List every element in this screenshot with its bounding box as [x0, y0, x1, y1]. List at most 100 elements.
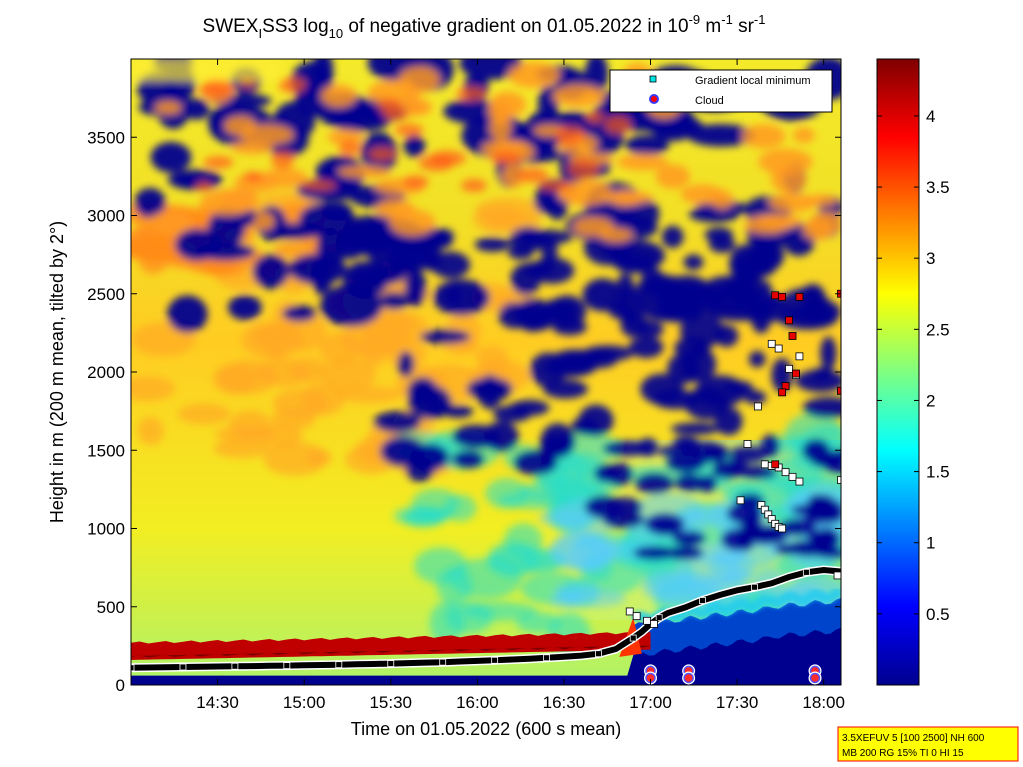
red-minimum-marker: [788, 332, 797, 340]
dark-patch: [714, 407, 743, 436]
warm-patch: [792, 127, 815, 144]
warm-patch: [655, 164, 690, 189]
dark-patch: [683, 254, 704, 271]
colorbar-tick-label: 1.5: [926, 463, 950, 482]
hot-patch: [368, 147, 396, 161]
warm-patch: [260, 168, 308, 189]
dark-patch: [167, 295, 208, 333]
upper-minimum-marker: [736, 496, 745, 505]
hot-patch: [402, 175, 429, 189]
warm-patch: [507, 61, 561, 88]
legend-box: [609, 69, 833, 113]
dark-patch: [743, 390, 767, 405]
dark-patch: [812, 367, 833, 381]
warm-patch: [263, 441, 327, 476]
upper-minimum-marker: [778, 524, 787, 533]
dark-patch: [548, 295, 587, 328]
heatmap-field: [131, 59, 841, 685]
y-tick-label: 3000: [87, 207, 125, 226]
warm-patch: [616, 154, 669, 171]
hot-patch: [567, 158, 600, 179]
cyan-patch: [549, 591, 583, 609]
warm-patch: [488, 98, 513, 124]
info-box: 3.5XEFUV 5 [100 2500] NH 600 MB 200 RG 1…: [837, 726, 1019, 762]
upper-minimum-marker: [767, 339, 776, 348]
x-axis-label: Time on 01.05.2022 (600 s mean): [351, 719, 622, 739]
hot-patch: [377, 98, 402, 114]
dark-patch: [640, 266, 663, 290]
surface-dark-red-band: [131, 645, 651, 658]
cyan-patch: [449, 558, 522, 599]
info-box-frame: [837, 726, 1019, 762]
hot-patch: [461, 178, 487, 193]
dark-patch: [403, 135, 426, 157]
y-axis: 0 500 1000 1500 2000 2500 3000 3500: [87, 128, 841, 695]
upper-minimum-marker: [837, 476, 841, 484]
colorbar-tick-label: 2.5: [926, 320, 950, 339]
heatmap-texture: [131, 59, 841, 657]
red-minimum-marker: [778, 292, 787, 301]
dark-patch: [688, 206, 740, 223]
cloud-marker: [809, 672, 821, 684]
dark-patch: [134, 187, 166, 218]
gradient-minimum-marker: [491, 656, 499, 664]
warm-patch: [572, 216, 614, 237]
warm-patch: [744, 216, 789, 235]
dark-patch: [446, 284, 463, 306]
gradient-minimum-marker: [179, 663, 187, 671]
dark-patch: [538, 84, 559, 124]
warm-patch: [758, 148, 813, 175]
gradient-minimum-marker: [751, 583, 758, 591]
cyan-patch: [641, 570, 696, 602]
lower-dark-zone: [624, 627, 841, 685]
hot-patch: [199, 80, 234, 99]
y-tick-label: 2000: [87, 363, 125, 382]
ground-strip: [131, 675, 841, 685]
x-tick-label: 18:00: [802, 693, 845, 712]
hot-patch: [203, 156, 234, 169]
hot-patch: [418, 154, 454, 172]
red-minimum-marker: [785, 316, 793, 325]
dark-patch: [322, 202, 353, 221]
dark-patch: [451, 450, 485, 469]
y-axis-label: Height in m (200 m mean, tilted by 2°): [47, 221, 67, 523]
info-box-line-1: 3.5XEFUV 5 [100 2500] NH 600: [842, 733, 985, 744]
dark-patch: [513, 450, 558, 476]
dark-patch: [552, 318, 587, 336]
dark-patch: [714, 324, 739, 348]
dark-patch: [507, 245, 534, 260]
dark-patch: [779, 518, 817, 537]
dark-patch: [640, 373, 684, 405]
hot-patch: [338, 139, 361, 157]
red-minimum-marker: [771, 460, 780, 469]
upper-minimum-marker: [781, 468, 790, 477]
info-box-line-2: MB 200 RG 15% TI 0 HI 15: [842, 748, 964, 759]
colorbar-tick-label: 0.5: [926, 605, 950, 624]
warm-patch: [319, 358, 377, 391]
chart-title: SWEXISS3 log10 of negative gradient on 0…: [203, 12, 766, 41]
dark-patch: [393, 262, 414, 276]
warm-patch: [230, 140, 274, 155]
upper-minimum-marker: [743, 440, 752, 448]
warm-patch: [251, 324, 281, 347]
warm-patch: [222, 187, 259, 212]
dark-patch: [542, 379, 588, 399]
cyan-patch: [462, 602, 538, 621]
hot-patch: [271, 150, 295, 170]
dark-patch: [802, 396, 841, 418]
gradient-minimum-marker: [131, 664, 135, 672]
dark-patch: [674, 473, 705, 492]
upper-minimum-marker: [788, 472, 797, 481]
red-minimum-marker: [778, 388, 787, 397]
hot-patch: [555, 125, 586, 145]
x-tick-label: 15:30: [369, 693, 412, 712]
legend-label-cloud: Cloud: [695, 95, 724, 107]
gradient-minimum-marker: [231, 662, 239, 670]
dark-patch: [695, 375, 746, 408]
gradient-minimum-marker: [629, 634, 637, 642]
dark-patch: [523, 229, 573, 245]
dark-patch: [671, 530, 707, 546]
colorbar: [876, 58, 920, 686]
surface-red-band: [131, 631, 651, 660]
